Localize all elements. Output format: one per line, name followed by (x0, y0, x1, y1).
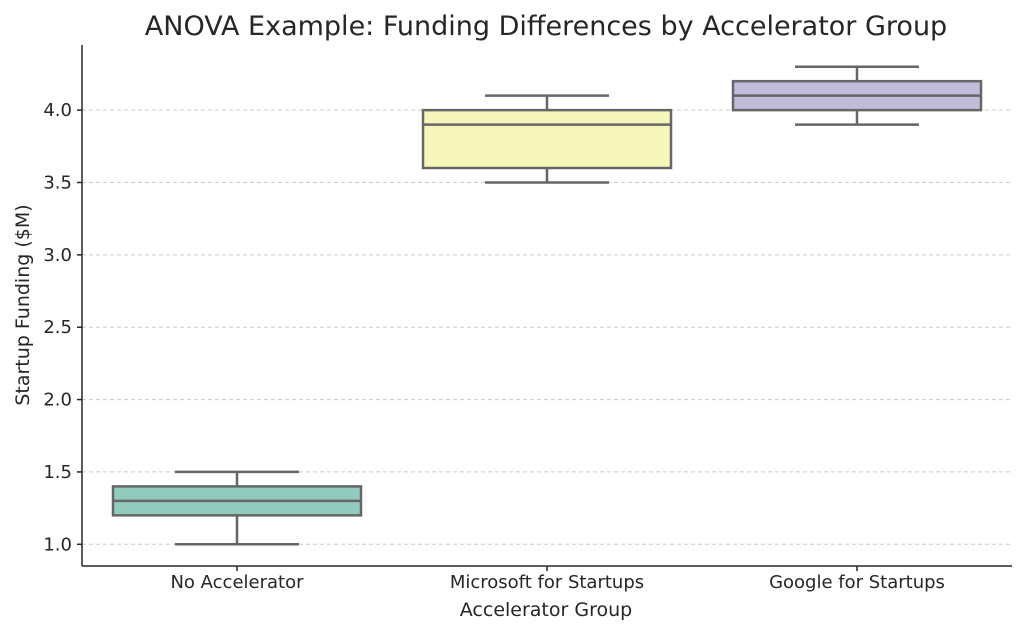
box (421, 108, 673, 170)
y-tick-label: 4.0 (43, 100, 72, 121)
y-ticks: 1.0 1.5 2.0 2.5 3.0 3.5 4.0 (43, 100, 82, 555)
box-group (111, 470, 363, 546)
y-tick-label: 1.5 (43, 462, 72, 483)
x-axis-label: Accelerator Group (460, 599, 632, 621)
y-tick-label: 2.0 (43, 390, 72, 411)
y-tick-label: 3.5 (43, 172, 72, 193)
x-ticks: No Accelerator Microsoft for Startups Goog… (170, 566, 945, 593)
box-group (421, 94, 673, 184)
box-group (731, 65, 983, 126)
y-tick-label: 1.0 (43, 534, 72, 555)
x-tick-label: No Accelerator (170, 572, 304, 593)
y-axis-label: Startup Funding ($M) (12, 204, 34, 405)
chart-title: ANOVA Example: Funding Differences by Ac… (145, 11, 947, 42)
y-tick-label: 2.5 (43, 317, 72, 338)
boxes (111, 65, 983, 546)
y-tick-label: 3.0 (43, 245, 72, 266)
x-tick-label: Microsoft for Startups (450, 572, 644, 593)
x-tick-label: Google for Startups (769, 572, 945, 593)
